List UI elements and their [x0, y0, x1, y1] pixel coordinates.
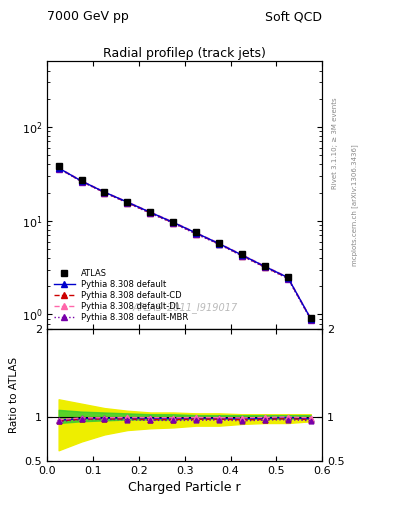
Legend: ATLAS, Pythia 8.308 default, Pythia 8.308 default-CD, Pythia 8.308 default-DL, P: ATLAS, Pythia 8.308 default, Pythia 8.30… [51, 267, 191, 325]
Y-axis label: Ratio to ATLAS: Ratio to ATLAS [9, 357, 19, 433]
Text: mcplots.cern.ch [arXiv:1306.3436]: mcplots.cern.ch [arXiv:1306.3436] [352, 144, 358, 266]
Title: Radial profileρ (track jets): Radial profileρ (track jets) [103, 47, 266, 60]
Text: Soft QCD: Soft QCD [265, 10, 322, 23]
Text: ATLAS_2011_I919017: ATLAS_2011_I919017 [132, 302, 237, 313]
X-axis label: Charged Particle r: Charged Particle r [129, 481, 241, 494]
Text: 7000 GeV pp: 7000 GeV pp [47, 10, 129, 23]
Text: Rivet 3.1.10; ≥ 3M events: Rivet 3.1.10; ≥ 3M events [332, 98, 338, 189]
